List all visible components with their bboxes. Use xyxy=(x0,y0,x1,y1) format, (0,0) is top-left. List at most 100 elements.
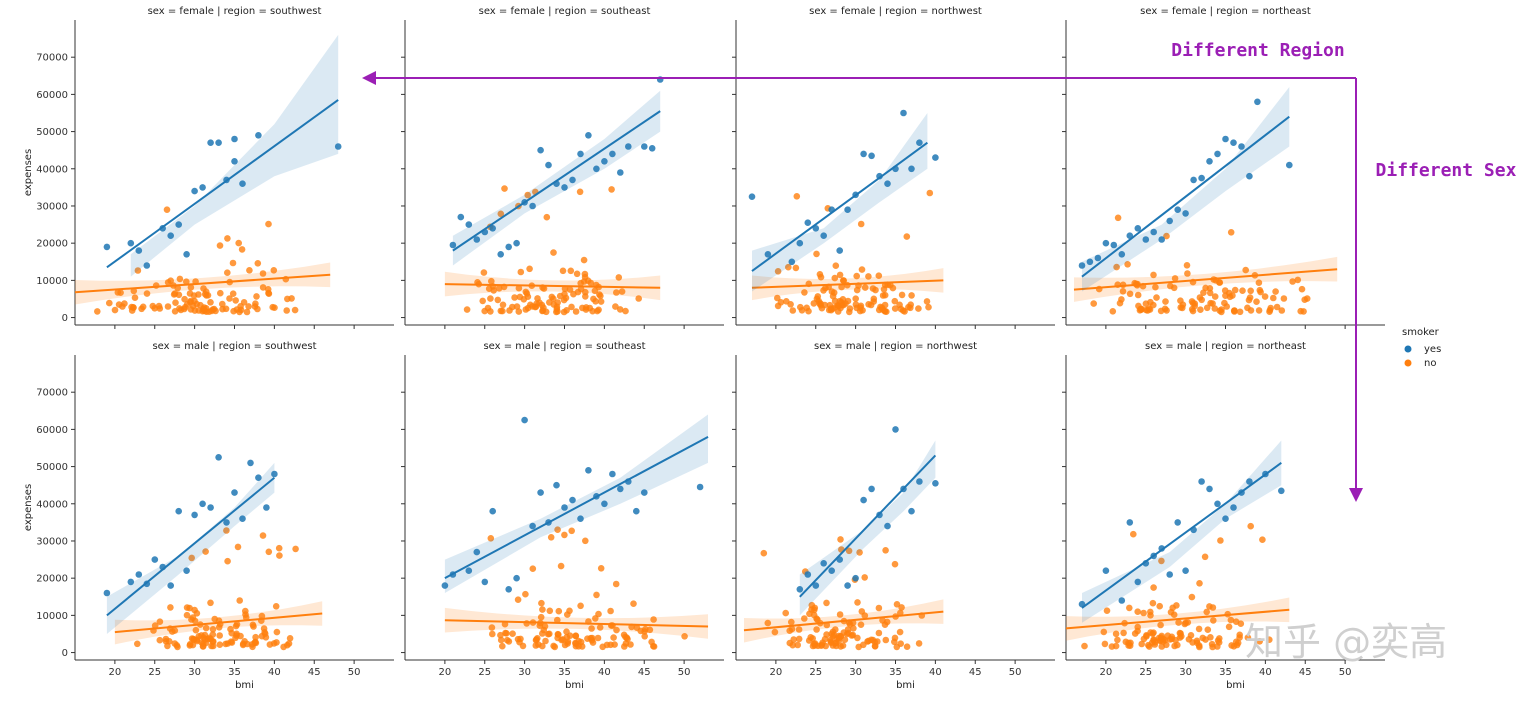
no-point xyxy=(849,631,857,639)
no-point xyxy=(1255,307,1263,314)
yes-point xyxy=(521,416,528,424)
no-point xyxy=(1112,630,1120,638)
no-point xyxy=(480,269,488,276)
no-point xyxy=(841,636,849,643)
no-point xyxy=(176,275,184,283)
no-point xyxy=(783,298,790,305)
legend-marker-yes xyxy=(1404,345,1412,353)
no-point xyxy=(907,304,914,312)
x-tick-label: 20 xyxy=(770,667,783,678)
yes-point xyxy=(764,251,772,258)
no-point xyxy=(259,532,267,539)
yes-point xyxy=(1198,478,1205,485)
yes-point xyxy=(796,239,804,247)
no-point xyxy=(286,635,294,642)
no-point xyxy=(1119,288,1127,295)
x-tick-label: 30 xyxy=(188,667,201,678)
no-point xyxy=(250,623,257,630)
no-point xyxy=(903,233,911,240)
no-point xyxy=(542,637,549,645)
no-point xyxy=(810,640,818,648)
no-point xyxy=(829,292,837,300)
no-point xyxy=(284,295,291,303)
no-point xyxy=(823,599,830,607)
no-point xyxy=(560,296,568,304)
no-point xyxy=(836,271,844,279)
no-point xyxy=(163,206,171,213)
no-point xyxy=(852,295,859,303)
no-point xyxy=(774,302,782,310)
no-point xyxy=(793,193,801,200)
no-point xyxy=(1198,296,1205,304)
yes-fit-line xyxy=(452,110,661,252)
yes-point xyxy=(1102,567,1110,574)
no-point xyxy=(501,185,508,192)
y-tick-label: 30000 xyxy=(36,536,68,547)
x-tick-label: 50 xyxy=(348,667,361,678)
no-point xyxy=(850,625,857,632)
no-point xyxy=(201,307,208,315)
yes-point xyxy=(1086,258,1094,266)
no-point xyxy=(517,268,525,276)
yes-point xyxy=(103,589,111,597)
yes-point xyxy=(1134,578,1142,586)
no-point xyxy=(1242,266,1249,274)
yes-point xyxy=(231,489,238,496)
no-point xyxy=(622,307,629,315)
no-point xyxy=(273,628,281,636)
no-point xyxy=(490,287,498,294)
yes-point xyxy=(127,578,135,586)
no-point xyxy=(831,274,839,282)
no-point xyxy=(856,549,863,556)
no-point xyxy=(259,284,267,291)
no-point xyxy=(846,305,854,312)
yes-point xyxy=(932,480,939,487)
no-point xyxy=(265,548,273,556)
y-tick-label: 60000 xyxy=(36,90,68,101)
no-point xyxy=(613,626,620,634)
no-point xyxy=(207,599,214,607)
no-point xyxy=(1101,640,1109,648)
no-point xyxy=(1134,623,1141,631)
no-point xyxy=(211,615,218,623)
yes-point xyxy=(1158,236,1165,243)
yes-confidence-band xyxy=(452,90,661,266)
no-point xyxy=(578,643,586,650)
no-point xyxy=(795,635,803,643)
yes-point xyxy=(263,504,270,511)
yes-point xyxy=(561,184,568,191)
no-point xyxy=(1156,602,1163,610)
no-point xyxy=(1227,616,1235,624)
no-point xyxy=(1162,298,1169,305)
no-point xyxy=(1145,641,1152,649)
no-point xyxy=(171,640,179,647)
no-point xyxy=(897,305,905,313)
no-point xyxy=(181,295,188,303)
yes-point xyxy=(569,496,576,504)
yes-point xyxy=(167,582,174,589)
panel-title: sex = male | region = northwest xyxy=(814,341,977,352)
annotation-different-region: Different Region xyxy=(1171,40,1344,61)
no-point xyxy=(835,302,842,310)
x-tick-label: 35 xyxy=(558,667,571,678)
no-point xyxy=(1294,276,1302,284)
no-point xyxy=(891,560,899,568)
x-tick-label: 45 xyxy=(1299,667,1312,678)
no-point xyxy=(216,242,224,249)
no-point xyxy=(1157,621,1164,629)
no-point xyxy=(1231,286,1239,294)
no-point xyxy=(865,301,872,308)
no-point xyxy=(1280,295,1288,302)
no-point xyxy=(209,626,217,633)
no-point xyxy=(192,626,200,634)
yes-point xyxy=(884,522,891,530)
x-axis-label: bmi xyxy=(896,680,915,691)
no-point xyxy=(1137,305,1144,313)
yes-point xyxy=(641,489,648,496)
no-point xyxy=(782,609,789,617)
yes-point xyxy=(545,161,552,169)
no-point xyxy=(857,621,865,628)
yes-point xyxy=(553,481,560,489)
yes-point xyxy=(796,586,804,593)
yes-point xyxy=(1206,158,1213,165)
